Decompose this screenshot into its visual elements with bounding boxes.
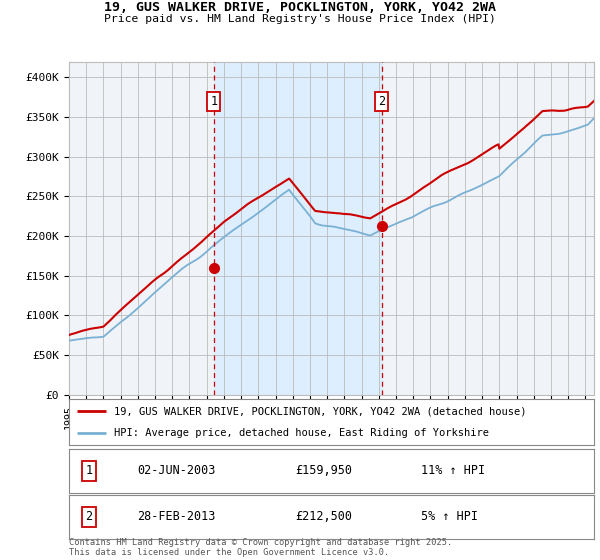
Text: HPI: Average price, detached house, East Riding of Yorkshire: HPI: Average price, detached house, East… (113, 428, 488, 438)
Text: Contains HM Land Registry data © Crown copyright and database right 2025.
This d: Contains HM Land Registry data © Crown c… (69, 538, 452, 557)
Bar (214, 62, 382, 395)
Text: 11% ↑ HPI: 11% ↑ HPI (421, 464, 485, 478)
Text: £212,500: £212,500 (295, 510, 352, 524)
Text: 5% ↑ HPI: 5% ↑ HPI (421, 510, 478, 524)
Text: 28-FEB-2013: 28-FEB-2013 (137, 510, 215, 524)
Text: 2: 2 (85, 510, 92, 524)
Text: £159,950: £159,950 (295, 464, 352, 478)
Text: 02-JUN-2003: 02-JUN-2003 (137, 464, 215, 478)
Text: 1: 1 (85, 464, 92, 478)
Text: 19, GUS WALKER DRIVE, POCKLINGTON, YORK, YO42 2WA (detached house): 19, GUS WALKER DRIVE, POCKLINGTON, YORK,… (113, 406, 526, 416)
Text: 2: 2 (378, 95, 385, 108)
Text: 19, GUS WALKER DRIVE, POCKLINGTON, YORK, YO42 2WA: 19, GUS WALKER DRIVE, POCKLINGTON, YORK,… (104, 1, 496, 14)
Text: 1: 1 (211, 95, 217, 108)
Text: Price paid vs. HM Land Registry's House Price Index (HPI): Price paid vs. HM Land Registry's House … (104, 14, 496, 24)
